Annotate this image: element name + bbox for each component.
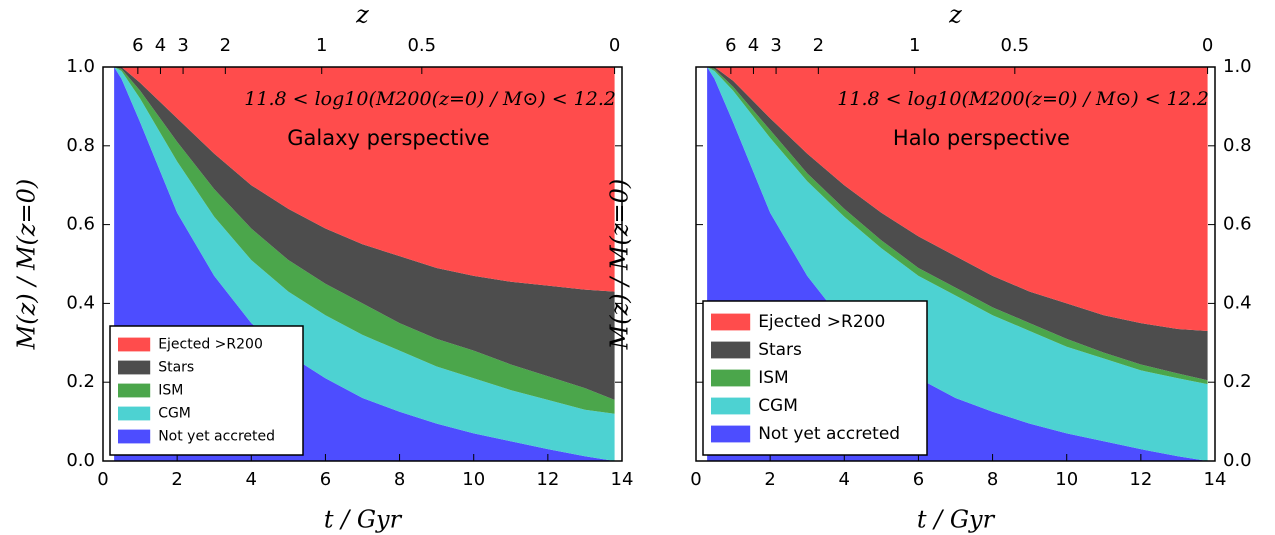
legend-label: ISM xyxy=(758,368,788,388)
legend-swatch xyxy=(118,337,151,352)
y-tick-label: 0.2 xyxy=(66,371,95,392)
legend-swatch xyxy=(118,360,151,375)
y-tick-label: 0.6 xyxy=(66,214,95,235)
x2-tick-label: 3 xyxy=(770,35,781,56)
legend-swatch xyxy=(711,341,751,359)
x2-tick-label: 1 xyxy=(909,35,920,56)
x-tick-label: 14 xyxy=(611,469,634,490)
x2-tick-label: 2 xyxy=(813,35,824,56)
area xyxy=(114,67,615,292)
annotation: 11.8 < log10(M200(z=0) / M⊙) < 12.2 xyxy=(837,88,1209,110)
axes-frame xyxy=(102,66,623,462)
x2-tick-label: 2 xyxy=(220,35,231,56)
y-axis-label: M(z) / M(z=0) xyxy=(13,179,41,351)
x-axis-label: t / Gyr xyxy=(324,506,403,534)
legend-swatch xyxy=(711,397,751,415)
legend-swatch xyxy=(711,313,751,331)
x2-tick-label: 0 xyxy=(1202,35,1213,56)
x-tick-label: 10 xyxy=(462,469,485,490)
area xyxy=(707,67,1208,461)
y-tick-label: 0.2 xyxy=(1223,371,1252,392)
x-tick-label: 6 xyxy=(913,469,924,490)
x2-tick-label: 0.5 xyxy=(1000,35,1029,56)
area xyxy=(114,67,615,461)
legend-swatch xyxy=(118,383,151,398)
y-tick-label: 0.6 xyxy=(1223,214,1252,235)
annotation: 11.8 < log10(M200(z=0) / M⊙) < 12.2 xyxy=(244,88,616,110)
y-tick-label: 0.8 xyxy=(1223,135,1252,156)
x2-tick-label: 6 xyxy=(132,35,143,56)
x-tick-label: 0 xyxy=(690,469,701,490)
y-tick-label: 0.8 xyxy=(66,135,95,156)
x-tick-label: 12 xyxy=(1129,469,1152,490)
legend-label: Not yet accreted xyxy=(158,429,275,445)
y-tick-label: 0.0 xyxy=(1223,450,1252,471)
x-tick-label: 6 xyxy=(320,469,331,490)
x-axis-label: t / Gyr xyxy=(917,506,996,534)
x-tick-label: 14 xyxy=(1204,469,1227,490)
subtitle: Galaxy perspective xyxy=(287,126,489,150)
x2-tick-label: 1 xyxy=(316,35,327,56)
x2-tick-label: 0 xyxy=(609,35,620,56)
legend-swatch xyxy=(711,369,751,387)
x-tick-label: 12 xyxy=(536,469,559,490)
x-tick-label: 2 xyxy=(764,469,775,490)
legend-swatch xyxy=(118,429,151,444)
x-tick-label: 4 xyxy=(839,469,850,490)
x-tick-label: 8 xyxy=(987,469,998,490)
x2-tick-label: 3 xyxy=(177,35,188,56)
x2-axis-label: z xyxy=(948,1,962,29)
legend-label: CGM xyxy=(758,396,798,416)
legend-label: Stars xyxy=(758,340,802,360)
x-tick-label: 0 xyxy=(97,469,108,490)
area xyxy=(707,67,1208,331)
subtitle: Halo perspective xyxy=(893,126,1070,150)
y-axis-label: M(z) / M(z=0) xyxy=(606,179,634,351)
y-tick-label: 0.4 xyxy=(66,292,95,313)
x2-tick-label: 4 xyxy=(155,35,166,56)
area xyxy=(707,67,1208,381)
y-tick-label: 0.4 xyxy=(1223,292,1252,313)
legend-label: ISM xyxy=(158,383,183,399)
legend-label: Ejected >R200 xyxy=(158,337,263,353)
x2-tick-label: 4 xyxy=(748,35,759,56)
y-tick-label: 1.0 xyxy=(1223,56,1252,77)
legend-label: Not yet accreted xyxy=(758,424,900,444)
x-tick-label: 8 xyxy=(394,469,405,490)
axes-frame xyxy=(695,66,1216,462)
x-tick-label: 4 xyxy=(246,469,257,490)
area xyxy=(114,67,615,400)
legend-swatch xyxy=(118,406,151,421)
x2-tick-label: 0.5 xyxy=(407,35,436,56)
x-tick-label: 10 xyxy=(1055,469,1078,490)
legend-label: Stars xyxy=(158,360,194,376)
legend-swatch xyxy=(711,425,751,443)
x2-axis-label: z xyxy=(355,1,369,29)
y-tick-label: 0.0 xyxy=(66,450,95,471)
legend-label: Ejected >R200 xyxy=(758,312,885,332)
y-tick-label: 1.0 xyxy=(66,56,95,77)
x-tick-label: 2 xyxy=(171,469,182,490)
legend-label: CGM xyxy=(158,406,191,422)
x2-tick-label: 6 xyxy=(725,35,736,56)
